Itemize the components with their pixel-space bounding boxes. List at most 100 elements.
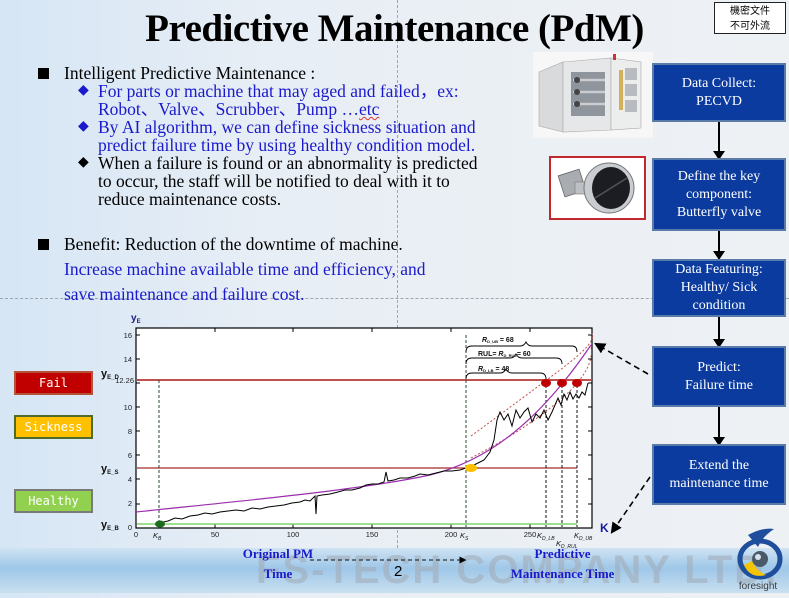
company-watermark: FS-TECH COMPANY LTD. xyxy=(256,548,779,592)
slide-guide-horizontal xyxy=(0,298,789,299)
fitted-model-curve xyxy=(135,344,592,513)
flow-step-4-line2: Failure time xyxy=(684,377,754,393)
flow-step-5-line2: maintenance time xyxy=(669,475,769,491)
svg-text:KD_RUL: KD_RUL xyxy=(556,539,578,550)
legend-healthy: Healthy xyxy=(14,489,93,513)
benefit-line3: save maintenance and failure cost. xyxy=(64,284,305,304)
spellcheck-word: etc xyxy=(359,99,380,119)
pdm-line2: Maintenance Time xyxy=(510,566,615,581)
flow-step-3-line1: Data Featuring: xyxy=(675,262,763,277)
svg-text:RD_UB = 68: RD_UB = 68 xyxy=(482,337,514,344)
butterfly-valve-image xyxy=(549,156,646,220)
svg-text:KD_UB: KD_UB xyxy=(574,531,593,542)
sub-bullet-3-line2: to occur, the staff will be notified to … xyxy=(98,171,450,191)
upper-bound-curve xyxy=(470,332,593,437)
flow-arrow-3 xyxy=(713,317,725,348)
svg-text:6: 6 xyxy=(128,451,132,460)
plot-area xyxy=(135,327,593,529)
x-axis-ticks: 0 50 100 150 200 250 xyxy=(134,530,536,539)
sub-bullet-3: ◆ When a failure is found or an abnormal… xyxy=(78,154,516,208)
svg-text:0: 0 xyxy=(134,530,138,539)
confidential-stamp: 機密文件 不可外流 xyxy=(714,2,786,34)
lower-bound-curve xyxy=(470,346,592,459)
marker-fail-lb xyxy=(541,379,551,387)
flow-step-predict: Predict: Failure time xyxy=(652,346,786,407)
logo-icon: foresight xyxy=(737,528,783,592)
flow-step-define-component: Define the key component: Butterfly valv… xyxy=(652,158,786,231)
benefit-bullet: Benefit: Reduction of the downtime of ma… xyxy=(36,232,516,257)
svg-text:RD_LB = 48: RD_LB = 48 xyxy=(478,366,509,373)
bullet-main-text: Intelligent Predictive Maintenance : xyxy=(64,63,316,83)
diamond-bullet-icon: ◆ xyxy=(78,119,89,134)
arrow-extend-to-chart xyxy=(610,476,651,534)
x-annotations: KB KS KD_LB KD_RUL KD_UB xyxy=(153,531,593,550)
rul-braces xyxy=(465,340,578,380)
flow-arrow-4 xyxy=(713,407,725,446)
benefit-section: Benefit: Reduction of the downtime of ma… xyxy=(36,232,516,307)
flow-arrow-2 xyxy=(713,231,725,260)
flow-step-3-line2: Healthy/ Sick xyxy=(680,280,758,295)
slide-guide-vertical xyxy=(397,0,398,593)
flow-step-1-line2: PECVD xyxy=(696,93,742,109)
sub-bullet-2-line1: By AI algorithm, we can define sickness … xyxy=(98,117,476,137)
svg-text:2: 2 xyxy=(128,499,132,508)
svg-text:KD_LB: KD_LB xyxy=(537,531,555,542)
svg-text:250: 250 xyxy=(524,530,537,539)
marker-fail-ub xyxy=(572,379,582,387)
svg-text:8: 8 xyxy=(128,427,132,436)
original-pm-label: Original PM Time xyxy=(232,544,324,584)
svg-text:yE_B: yE_B xyxy=(101,519,119,532)
diamond-bullet-icon: ◆ xyxy=(78,155,89,170)
benefit-line2: Increase machine available time and effi… xyxy=(64,259,426,279)
legend-sickness: Sickness xyxy=(14,415,93,439)
sub-bullet-3-line3: reduce maintenance costs. xyxy=(98,189,282,209)
marker-healthy-kb xyxy=(155,520,165,528)
svg-text:12.26: 12.26 xyxy=(115,376,134,385)
sub-bullet-2-line2: predict failure time by using healthy co… xyxy=(98,135,476,155)
sub-bullet-1-line1: For parts or machine that may aged and f… xyxy=(98,81,459,101)
marker-sick-ks xyxy=(465,464,477,472)
logo-text: foresight xyxy=(739,581,778,592)
flow-step-1-line1: Data Collect: xyxy=(681,75,757,91)
svg-text:K: K xyxy=(600,521,609,535)
flow-step-data-collect: Data Collect: PECVD xyxy=(652,63,786,122)
benefit-title: Benefit: Reduction of the downtime of ma… xyxy=(64,234,403,254)
svg-text:14: 14 xyxy=(124,355,132,364)
svg-text:100: 100 xyxy=(287,530,300,539)
original-pm-line2: Time xyxy=(263,566,293,581)
arrow-predict-to-chart xyxy=(594,342,649,375)
pdm-line1: Predictive xyxy=(534,546,591,561)
stamp-line-2: 不可外流 xyxy=(730,21,770,32)
svg-text:200: 200 xyxy=(445,530,458,539)
stamp-line-1: 機密文件 xyxy=(730,6,770,17)
flow-step-4-line1: Predict: xyxy=(697,359,741,375)
svg-text:0: 0 xyxy=(128,523,132,532)
pecvd-machine-image xyxy=(533,52,653,138)
svg-text:yE: yE xyxy=(131,313,141,325)
svg-text:KB: KB xyxy=(153,531,162,542)
rul-annotations: RD_UB = 68 RUL= RD_RUL= 60 RD_LB = 48 xyxy=(478,337,531,373)
svg-text:KS: KS xyxy=(460,531,469,542)
flow-arrow-1 xyxy=(713,122,725,160)
square-bullet-icon xyxy=(38,239,49,250)
bullet-list: Intelligent Predictive Maintenance : ◆ F… xyxy=(36,64,516,208)
marker-fail-rul xyxy=(557,379,567,387)
vertical-markers xyxy=(158,335,467,527)
svg-text:4: 4 xyxy=(128,475,132,484)
svg-text:yE_D: yE_D xyxy=(101,368,119,381)
y-axis-ticks: 16 14 10 8 6 4 2 0 12.26 xyxy=(115,331,134,532)
sub-bullet-2: ◆ By AI algorithm, we can define sicknes… xyxy=(78,118,516,154)
pdm-time-label: Predictive Maintenance Time xyxy=(500,544,625,584)
svg-text:10: 10 xyxy=(124,403,132,412)
sub-bullet-1-line2: Robot、Valve、Scrubber、Pump … xyxy=(98,99,360,119)
flow-step-3-line3: condition xyxy=(692,298,746,313)
square-bullet-icon xyxy=(38,68,49,79)
svg-text:50: 50 xyxy=(211,530,219,539)
flow-step-extend: Extend the maintenance time xyxy=(652,444,786,505)
svg-text:yE_S: yE_S xyxy=(101,463,118,476)
page-number: 2 xyxy=(394,563,403,580)
foresight-logo: foresight xyxy=(728,525,788,593)
sub-bullet-3-line1: When a failure is found or an abnormalit… xyxy=(98,153,478,173)
original-pm-line1: Original PM xyxy=(242,546,314,561)
